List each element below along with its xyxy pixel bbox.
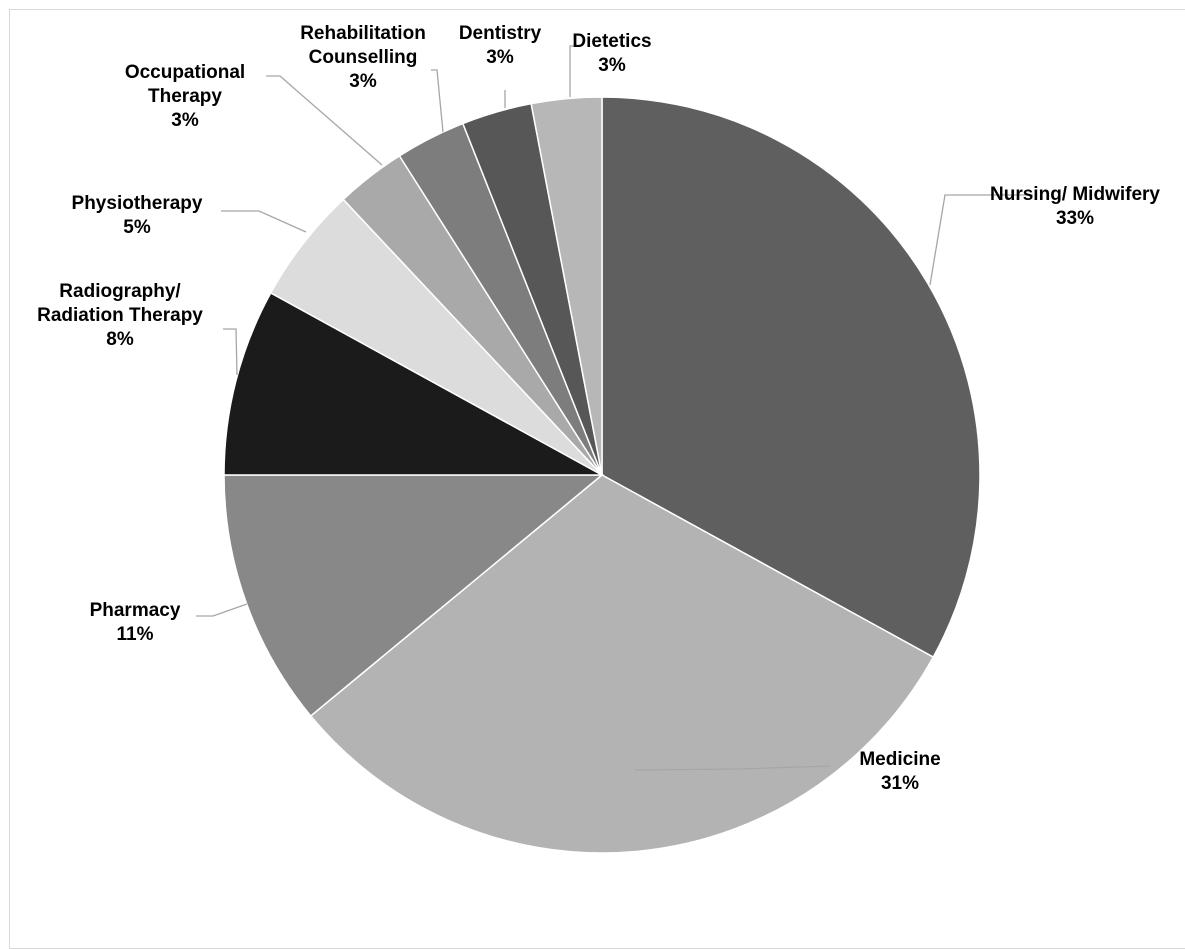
slice-category: Therapy [148, 86, 222, 107]
leader-line [196, 603, 248, 617]
leader-line [431, 69, 444, 133]
leader-line [223, 328, 238, 376]
slice-label: Physiotherapy 5% [72, 193, 203, 238]
slice-label: Occupational Therapy 3% [125, 62, 245, 131]
slice-label: Radiography/Radiation Therapy 8% [37, 281, 203, 350]
leader-lines [196, 45, 1033, 771]
pie-slice [309, 474, 935, 854]
slice-category: Nursing/ Midwifery [990, 184, 1160, 205]
slice-category: Pharmacy [90, 600, 181, 621]
slice-percent: 3% [349, 71, 377, 92]
pie-slice [223, 474, 605, 718]
slice-percent: 5% [123, 217, 151, 238]
leader-line [929, 194, 1033, 286]
slice-label: Dietetics 3% [572, 31, 651, 76]
slice-label: Rehabilitation Counselling 3% [300, 23, 426, 92]
slice-label: Dentistry 3% [459, 23, 542, 68]
slice-label: Medicine 31% [859, 749, 940, 794]
slice-percent: 3% [171, 110, 199, 131]
pie-slice [601, 96, 981, 659]
slice-percent: 3% [486, 47, 514, 68]
slice-percent: 8% [106, 329, 134, 350]
leader-line [266, 75, 383, 166]
slice-category: Counselling [309, 47, 418, 68]
slice-category: Radiation Therapy [37, 305, 203, 326]
leader-line [221, 210, 307, 233]
leader-line [569, 45, 576, 97]
slice-category: Physiotherapy [72, 193, 203, 214]
pie-slice [530, 96, 603, 476]
data-labels: Nursing/ Midwifery 33% Medicine 31% Pharmacy… [37, 23, 1160, 794]
slice-percent: 11% [117, 624, 154, 645]
pie-slices [223, 96, 981, 854]
slice-category: Medicine [859, 749, 940, 770]
slice-percent: 31% [881, 773, 919, 794]
pie-slice [223, 291, 603, 476]
slice-category: Radiography/ [59, 281, 181, 302]
slice-percent: 3% [598, 55, 626, 76]
slice-category: Occupational [125, 62, 245, 83]
slice-label: Nursing/ Midwifery 33% [990, 184, 1160, 229]
slice-category: Dietetics [572, 31, 651, 52]
slice-category: Rehabilitation [300, 23, 426, 44]
leader-line [634, 765, 831, 771]
slice-category: Dentistry [459, 23, 542, 44]
slice-percent: 33% [1056, 208, 1094, 229]
slice-label: Pharmacy 11% [90, 600, 181, 645]
